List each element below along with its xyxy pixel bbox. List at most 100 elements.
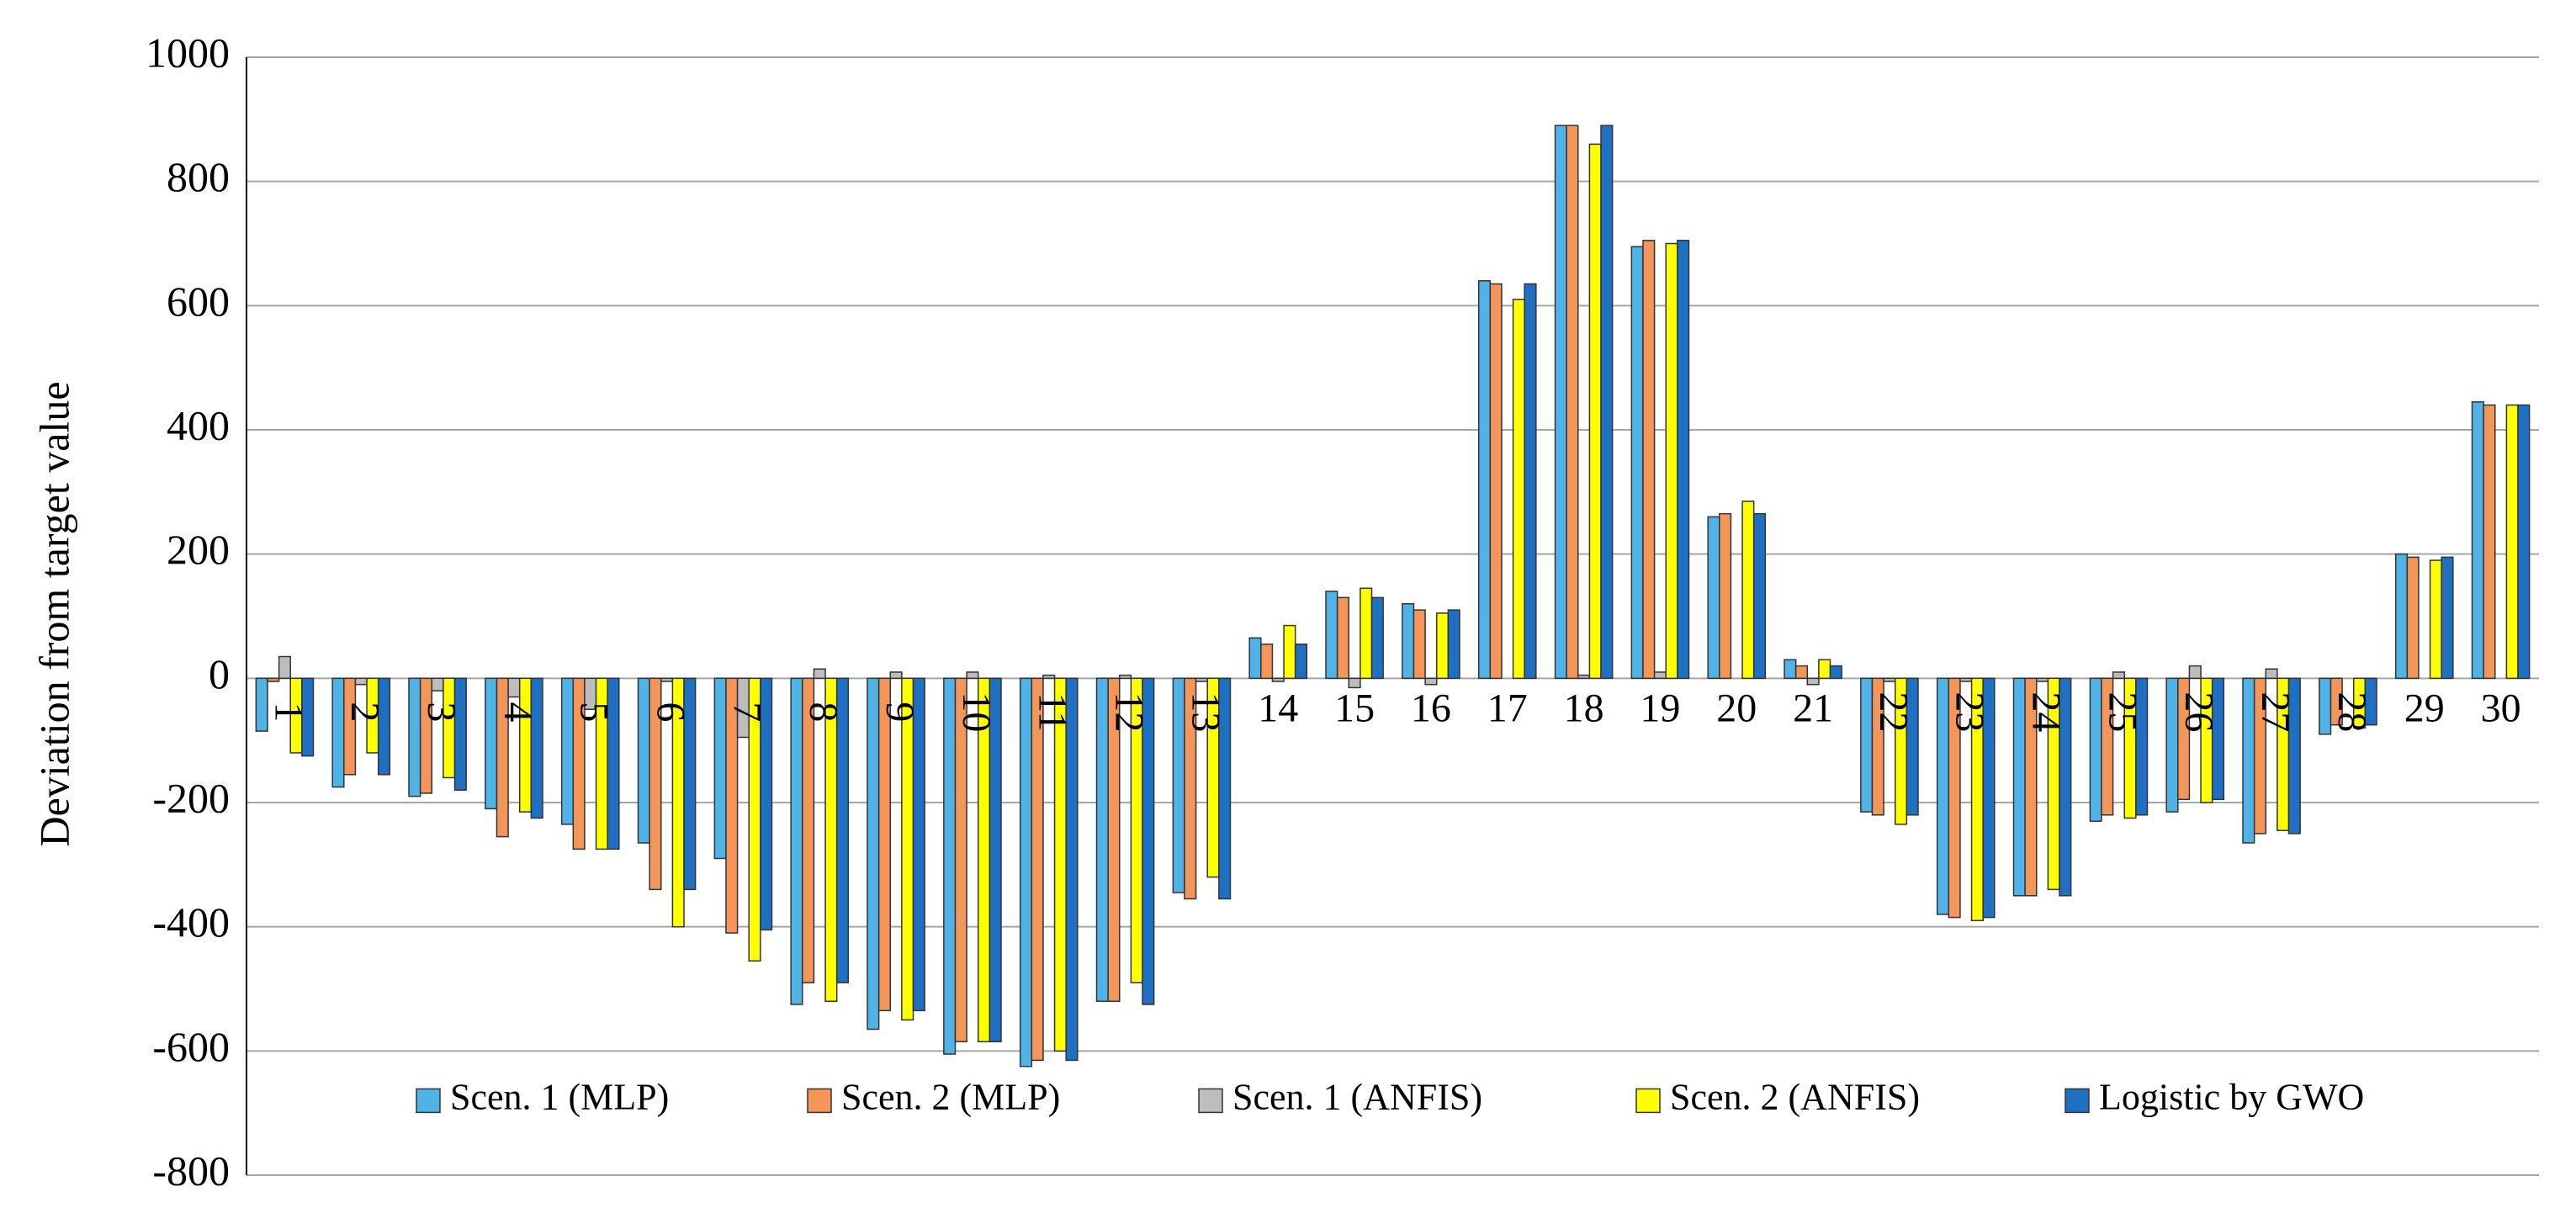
bar — [813, 668, 826, 680]
bar — [713, 677, 727, 860]
bar — [637, 677, 650, 844]
bar — [1348, 677, 1361, 689]
bar — [2242, 677, 2255, 844]
bar — [1413, 609, 1426, 680]
bar — [1588, 143, 1602, 680]
bar — [2441, 556, 2454, 680]
bar — [343, 677, 357, 776]
bar — [1402, 602, 1415, 680]
bar — [1370, 596, 1384, 680]
y-tick-label: -400 — [152, 898, 230, 946]
x-tick-label: 30 — [2481, 686, 2521, 730]
x-tick-label: 12 — [1107, 691, 1152, 732]
bar — [1447, 609, 1460, 680]
bar — [431, 677, 444, 691]
bar — [660, 677, 674, 682]
legend-label: Logistic by GWO — [2099, 1076, 2364, 1117]
x-tick-label: 23 — [1948, 691, 1992, 732]
x-tick-label: 21 — [1793, 686, 1833, 730]
bar — [824, 677, 838, 1003]
x-tick-label: 17 — [1487, 686, 1528, 730]
bar — [2406, 556, 2420, 680]
x-tick-label: 9 — [877, 702, 922, 722]
bar — [1172, 677, 1185, 893]
bar — [2517, 404, 2531, 680]
bar — [1477, 280, 1492, 680]
bar — [901, 677, 914, 1021]
bar — [453, 677, 467, 791]
bar — [1218, 677, 1232, 900]
bar — [1871, 677, 1884, 816]
y-tick-label: -200 — [152, 774, 230, 821]
bar — [278, 655, 291, 680]
legend-label: Scen. 1 (MLP) — [450, 1076, 669, 1117]
legend-label: Scen. 2 (MLP) — [841, 1076, 1060, 1117]
x-tick-label: 5 — [572, 702, 617, 722]
legend-swatch — [416, 1088, 441, 1114]
bar — [1741, 501, 1755, 680]
bar — [867, 677, 880, 1031]
bar — [2364, 677, 2377, 726]
bar — [1260, 643, 1274, 680]
bar — [1806, 677, 1820, 686]
bar — [1019, 677, 1033, 1068]
x-tick-label: 6 — [649, 702, 693, 722]
y-tick-label: 1000 — [146, 29, 230, 76]
bar — [977, 677, 991, 1043]
bar — [1325, 591, 1338, 680]
x-tick-label: 7 — [724, 702, 769, 722]
bar — [966, 671, 979, 680]
bar — [1065, 677, 1079, 1062]
bar — [2036, 677, 2049, 682]
bar — [760, 677, 773, 931]
bar — [1630, 246, 1644, 680]
x-tick-label: 8 — [801, 702, 845, 722]
bar — [1577, 674, 1591, 680]
bar — [1794, 665, 1809, 680]
bar — [408, 677, 421, 797]
bar — [1883, 677, 1896, 682]
x-tick-label: 3 — [419, 702, 464, 722]
bar — [1142, 677, 1155, 1005]
bar — [507, 677, 521, 698]
legend-label: Scen. 2 (ANFIS) — [1670, 1076, 1920, 1117]
bar — [1677, 240, 1690, 680]
bar — [1195, 677, 1208, 682]
bar — [1600, 125, 1614, 680]
y-axis-label: Deviation from target value — [30, 381, 77, 846]
x-tick-label: 20 — [1716, 686, 1757, 730]
bar — [1948, 677, 1961, 919]
bar — [1283, 624, 1296, 680]
bar — [419, 677, 433, 794]
bar — [2089, 677, 2102, 822]
bar — [1512, 299, 1525, 680]
bar — [530, 677, 543, 819]
bar — [802, 677, 815, 983]
bar — [1642, 240, 1656, 680]
bar — [1524, 283, 1537, 680]
bar — [1905, 677, 1919, 816]
bar — [943, 677, 957, 1055]
bar — [496, 677, 509, 838]
x-tick-label: 2 — [342, 702, 387, 722]
bar — [2330, 677, 2343, 726]
x-tick-label: 19 — [1640, 686, 1680, 730]
legend-swatch — [2065, 1088, 2090, 1114]
x-tick-label: 1 — [266, 702, 310, 722]
bar — [2253, 677, 2267, 835]
bar — [1248, 637, 1262, 680]
y-tick-label: 200 — [167, 526, 230, 573]
bar — [485, 677, 498, 810]
y-tick-label: 800 — [167, 153, 230, 200]
bar — [2012, 677, 2026, 897]
bar — [607, 677, 620, 850]
bar — [2265, 668, 2278, 680]
bar — [2505, 404, 2519, 680]
x-tick-label: 4 — [496, 702, 540, 722]
bar — [1053, 677, 1067, 1052]
x-tick-label: 14 — [1258, 686, 1298, 730]
x-tick-label: 22 — [1871, 691, 1916, 732]
bar — [331, 677, 345, 788]
bar — [1424, 677, 1438, 686]
